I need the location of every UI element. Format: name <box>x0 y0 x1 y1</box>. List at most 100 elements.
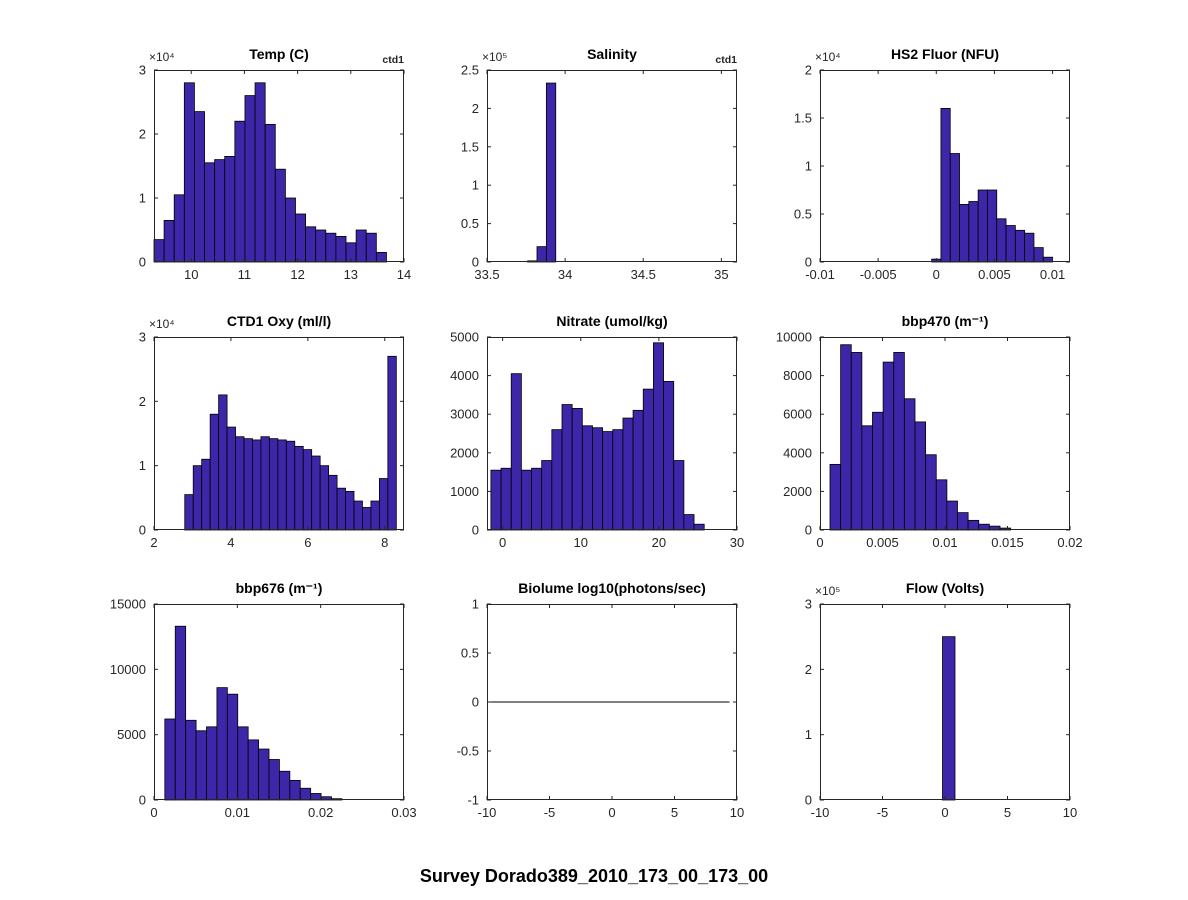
svg-text:10000: 10000 <box>110 662 146 677</box>
svg-text:0.03: 0.03 <box>391 805 416 820</box>
subplot-salinity: Salinity ×10⁵ ctd1 33.5 34 34.5 35 0 0.5 1 1.5 2… <box>461 46 737 282</box>
svg-text:2: 2 <box>150 535 157 550</box>
plot-title: Temp (C) <box>249 46 309 62</box>
svg-text:1: 1 <box>805 727 812 742</box>
svg-text:0.5: 0.5 <box>794 207 812 222</box>
plot-area: 0 0.01 0.02 0.03 0 5000 10000 15000 <box>110 597 417 821</box>
plot-title: Flow (Volts) <box>905 580 985 596</box>
y-exponent-label: ×10⁴ <box>815 50 841 64</box>
svg-text:-0.5: -0.5 <box>457 744 479 759</box>
svg-text:0: 0 <box>472 523 479 538</box>
svg-text:0: 0 <box>472 255 479 270</box>
svg-text:0.02: 0.02 <box>1057 535 1082 550</box>
svg-text:0: 0 <box>805 255 812 270</box>
svg-text:14: 14 <box>397 267 411 282</box>
subplot-biolume: Biolume log10(photons/sec) -10 -5 0 5 10 -1 -0… <box>457 580 745 821</box>
svg-text:10: 10 <box>730 805 744 820</box>
svg-text:0: 0 <box>150 805 157 820</box>
svg-text:10: 10 <box>1063 805 1077 820</box>
subplot-bbp676: bbp676 (m⁻¹) 0 0.01 0.02 0.03 0 5000 10000 1500… <box>110 580 417 821</box>
plot-title: Nitrate (umol/kg) <box>556 313 668 329</box>
svg-text:0: 0 <box>816 535 823 550</box>
svg-text:2000: 2000 <box>783 484 812 499</box>
svg-text:0.5: 0.5 <box>461 216 479 231</box>
svg-text:0: 0 <box>933 267 940 282</box>
svg-text:0.01: 0.01 <box>932 535 957 550</box>
svg-text:0: 0 <box>472 695 479 710</box>
subplot-temp: Temp (C) ×10⁴ ctd1 10 11 12 13 14 0 1 2 3 <box>139 46 411 283</box>
svg-text:1: 1 <box>805 159 812 174</box>
y-exponent-label: ×10⁵ <box>815 584 841 598</box>
ctd-corner-label: ctd1 <box>382 54 404 66</box>
svg-text:3: 3 <box>139 63 146 78</box>
svg-text:-0.005: -0.005 <box>860 267 897 282</box>
svg-text:2: 2 <box>805 662 812 677</box>
figure-title: Survey Dorado389_2010_173_00_173_00 <box>419 866 769 886</box>
plot-area: -0.01 -0.005 0 0.005 0.01 0 0.5 1 1.5 2 <box>794 63 1070 282</box>
subplot-flow: Flow (Volts) ×10⁵ -10 -5 0 5 10 0 1 2 3 <box>805 580 1077 820</box>
svg-text:35: 35 <box>714 267 728 282</box>
svg-text:1: 1 <box>139 458 146 473</box>
svg-text:4: 4 <box>227 535 234 550</box>
ctd-corner-label: ctd1 <box>715 54 737 66</box>
svg-text:0.005: 0.005 <box>978 267 1011 282</box>
svg-text:2: 2 <box>472 101 479 116</box>
svg-text:4000: 4000 <box>450 368 479 383</box>
svg-text:0: 0 <box>805 523 812 538</box>
svg-text:12: 12 <box>290 267 304 282</box>
plot-area: 2 4 6 8 0 1 2 3 <box>139 330 404 550</box>
svg-text:1.5: 1.5 <box>794 111 812 126</box>
svg-text:10: 10 <box>184 267 198 282</box>
svg-text:0.01: 0.01 <box>225 805 250 820</box>
subplot-bbp470: bbp470 (m⁻¹) 0 0.005 0.01 0.015 0.02 0 2000 400… <box>776 313 1083 551</box>
svg-text:5: 5 <box>1004 805 1011 820</box>
svg-text:11: 11 <box>238 267 252 282</box>
svg-text:33.5: 33.5 <box>474 267 499 282</box>
svg-text:2.5: 2.5 <box>461 63 479 78</box>
svg-text:8000: 8000 <box>783 368 812 383</box>
svg-text:0.5: 0.5 <box>461 646 479 661</box>
svg-text:-10: -10 <box>811 805 830 820</box>
svg-text:10: 10 <box>574 535 588 550</box>
svg-text:3: 3 <box>805 597 812 612</box>
plot-area: 33.5 34 34.5 35 0 0.5 1 1.5 2 2.5 <box>461 63 737 282</box>
subplot-nitrate: Nitrate (umol/kg) 0 10 20 30 0 1000 2000 3000 40… <box>450 313 744 551</box>
svg-text:34.5: 34.5 <box>631 267 656 282</box>
plot-title: CTD1 Oxy (ml/l) <box>226 313 332 329</box>
svg-text:1.5: 1.5 <box>461 139 479 154</box>
y-exponent-label: ×10⁵ <box>482 50 508 64</box>
plot-title: bbp470 (m⁻¹) <box>901 313 989 329</box>
svg-text:0.005: 0.005 <box>866 535 899 550</box>
svg-text:2: 2 <box>805 63 812 78</box>
subplot-ctd1-oxy: CTD1 Oxy (ml/l) ×10⁴ 2 4 6 8 0 1 2 3 <box>139 313 404 550</box>
svg-text:5000: 5000 <box>117 727 146 742</box>
svg-text:0: 0 <box>608 805 615 820</box>
plot-title: Salinity <box>587 46 637 62</box>
svg-text:0: 0 <box>805 793 812 808</box>
plot-title: bbp676 (m⁻¹) <box>235 580 323 596</box>
svg-text:-5: -5 <box>544 805 556 820</box>
svg-text:0: 0 <box>139 523 146 538</box>
plot-area: -10 -5 0 5 10 -1 -0.5 0 0.5 1 <box>457 597 745 821</box>
svg-text:30: 30 <box>730 535 744 550</box>
svg-text:6000: 6000 <box>783 407 812 422</box>
svg-text:0: 0 <box>941 805 948 820</box>
svg-text:2000: 2000 <box>450 445 479 460</box>
svg-text:20: 20 <box>652 535 666 550</box>
plot-title: HS2 Fluor (NFU) <box>890 46 1000 62</box>
svg-text:-5: -5 <box>877 805 889 820</box>
svg-text:0.02: 0.02 <box>308 805 333 820</box>
svg-text:5: 5 <box>671 805 678 820</box>
plot-area: 0 0.005 0.01 0.015 0.02 0 2000 4000 6000 8000 1000… <box>776 330 1083 551</box>
svg-text:1: 1 <box>139 191 146 206</box>
plot-area: 0 10 20 30 0 1000 2000 3000 4000 5000 <box>450 330 744 551</box>
svg-text:1: 1 <box>472 597 479 612</box>
svg-text:5000: 5000 <box>450 330 479 345</box>
svg-text:1: 1 <box>472 178 479 193</box>
y-exponent-label: ×10⁴ <box>149 50 175 64</box>
svg-text:4000: 4000 <box>783 445 812 460</box>
svg-text:3000: 3000 <box>450 407 479 422</box>
svg-text:0.015: 0.015 <box>991 535 1024 550</box>
svg-text:-1: -1 <box>467 793 479 808</box>
